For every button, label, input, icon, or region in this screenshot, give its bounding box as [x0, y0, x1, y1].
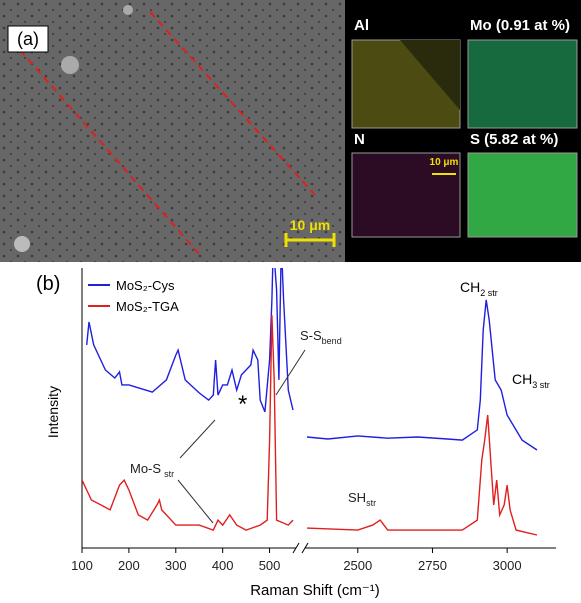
- annotation: S-Sbend: [300, 328, 342, 346]
- annotation-sub: 2 str: [480, 288, 498, 298]
- annotation: CH2 str: [460, 279, 498, 298]
- arrow: [178, 480, 213, 523]
- annotation-sub: bend: [322, 336, 342, 346]
- x-tick-label: 300: [165, 558, 187, 573]
- annotation-text: CH: [512, 371, 532, 387]
- annotation: *: [238, 391, 247, 418]
- particle: [123, 5, 133, 15]
- x-tick-label: 400: [212, 558, 234, 573]
- annotation-sub: 3 str: [532, 380, 550, 390]
- annotation-sub: str: [366, 498, 376, 508]
- x-tick-label: 2500: [343, 558, 372, 573]
- legend-label: MoS₂-Cys: [116, 278, 175, 293]
- annotation: SHstr: [348, 490, 376, 508]
- particle: [61, 56, 79, 74]
- legend-label: MoS₂-TGA: [116, 299, 179, 314]
- arrow: [180, 420, 215, 458]
- scale-label: 10 μm: [290, 217, 330, 233]
- map-label: N: [354, 131, 365, 148]
- figure: (a) 10 μm Al Mo (0.91 at %) N S (5.82 at…: [0, 0, 581, 603]
- map-label: S (5.82 at %): [470, 131, 558, 148]
- spectrum-line: [82, 315, 537, 535]
- panel-label: (b): [36, 273, 60, 295]
- x-tick-label: 2750: [418, 558, 447, 573]
- x-axis-label: Raman Shift (cm⁻¹): [250, 582, 380, 599]
- x-tick-label: 3000: [493, 558, 522, 573]
- map-label: Mo (0.91 at %): [470, 17, 570, 34]
- annotation: CH3 str: [512, 371, 550, 390]
- annotation-text: S-S: [300, 328, 322, 343]
- eds-map: [468, 40, 577, 128]
- panel-label: (a): [17, 29, 39, 49]
- map-label: Al: [354, 17, 369, 34]
- annotation-sub: str: [164, 469, 174, 479]
- annotation-text: SH: [348, 490, 366, 505]
- y-axis-label: Intensity: [45, 386, 61, 438]
- spectrum-line: [87, 244, 537, 450]
- map-scale-label: 10 μm: [430, 157, 459, 168]
- arrow: [276, 350, 305, 395]
- annotation-text: Mo-S: [130, 461, 161, 476]
- particle: [14, 236, 30, 252]
- x-tick-label: 200: [118, 558, 140, 573]
- annotation-text: CH: [460, 279, 480, 295]
- figure-svg: (a) 10 μm Al Mo (0.91 at %) N S (5.82 at…: [0, 0, 581, 603]
- eds-map: [468, 153, 577, 237]
- x-tick-label: 500: [259, 558, 281, 573]
- x-tick-label: 100: [71, 558, 93, 573]
